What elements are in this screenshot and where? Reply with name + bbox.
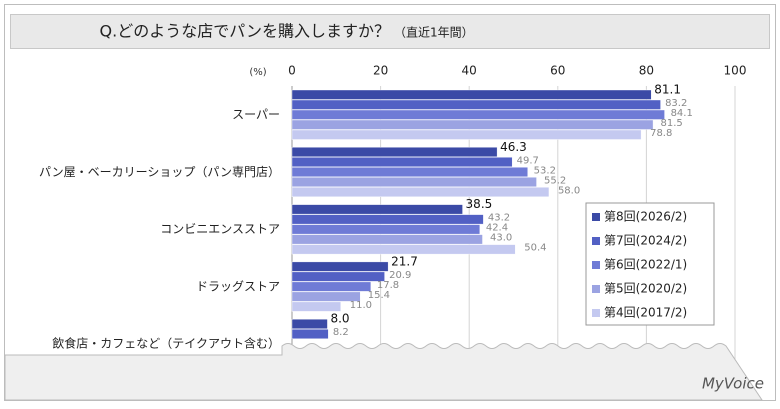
title-banner [10, 14, 770, 49]
bar [291, 301, 341, 312]
value-label: 43.2 [488, 213, 510, 224]
value-label: 84.1 [671, 108, 693, 119]
value-label: 8.2 [333, 327, 349, 338]
bar [291, 224, 481, 235]
bar [291, 291, 361, 302]
bar [291, 187, 550, 198]
bar [291, 214, 484, 225]
plot: 0 20 40 60 80 100 スーパー 81.183.284.181.578.8 パン屋・… [39, 64, 747, 360]
bar [291, 244, 516, 255]
value-label: 81.1 [654, 83, 681, 97]
bar [291, 99, 661, 110]
bar [291, 109, 665, 120]
x-tick-label: 0 [288, 64, 296, 78]
value-label: 81.5 [661, 118, 683, 129]
legend-label: 第6回(2022/1) [604, 258, 687, 272]
value-label: 17.8 [377, 280, 399, 291]
category-label: ドラッグストア [196, 279, 280, 293]
value-label: 53.2 [534, 165, 556, 176]
legend-swatch [592, 237, 600, 245]
category-label: パン屋・ベーカリーショップ（パン専門店） [39, 165, 280, 179]
value-label: 55.2 [544, 175, 566, 186]
value-label: 8.0 [330, 312, 349, 326]
bar [291, 147, 498, 158]
bar [291, 157, 513, 168]
bar [291, 119, 654, 130]
value-label: 15.4 [368, 290, 390, 301]
value-label: 46.3 [500, 140, 527, 154]
x-tick-label: 80 [639, 64, 654, 78]
axis-label: (%) [249, 67, 266, 78]
value-label: 20.9 [389, 270, 411, 281]
bar [291, 234, 483, 245]
bar [291, 271, 385, 282]
legend-label: 第4回(2017/2) [604, 306, 687, 320]
value-label: 43.0 [490, 233, 512, 244]
chart-subtitle: （直近1年間） [394, 26, 474, 40]
bar [291, 167, 528, 178]
bar [291, 129, 642, 140]
bar [291, 89, 652, 100]
value-label: 38.5 [466, 197, 493, 211]
bar [291, 319, 328, 329]
value-label: 21.7 [391, 254, 418, 268]
legend-swatch [592, 309, 600, 317]
bar [291, 329, 329, 339]
legend-label: 第5回(2020/2) [604, 282, 687, 296]
x-tick-label: 40 [462, 64, 477, 78]
bar [291, 204, 463, 215]
legend-label: 第7回(2024/2) [604, 234, 687, 248]
bar [291, 261, 389, 272]
value-label: 58.0 [558, 185, 580, 196]
legend: 第8回(2026/2) 第7回(2024/2) 第6回(2022/1) 第5回(202… [585, 202, 715, 326]
value-label: 49.7 [517, 155, 539, 166]
legend-swatch [592, 261, 600, 269]
legend-swatch [592, 213, 600, 221]
value-label: 83.2 [665, 98, 687, 109]
legend-label: 第8回(2026/2) [604, 210, 687, 224]
x-tick-label: 60 [550, 64, 565, 78]
logo: MyVoice [702, 375, 764, 393]
x-tick-label: 100 [724, 64, 747, 78]
tear-edge [4, 343, 763, 401]
value-label: 78.8 [650, 128, 672, 139]
category-label: コンビニエンスストア [160, 222, 280, 236]
bar [291, 281, 372, 292]
bar [291, 177, 537, 188]
category-label: 飲食店・カフェなど（テイクアウト含む） [52, 336, 280, 351]
category-label: スーパー [232, 108, 280, 122]
x-tick-label: 20 [373, 64, 388, 78]
legend-swatch [592, 285, 600, 293]
value-label: 11.0 [350, 300, 372, 311]
value-label: 50.4 [524, 243, 546, 254]
chart-title: Q.どのような店でパンを購入しますか？ [100, 22, 390, 41]
value-label: 42.4 [486, 223, 508, 234]
legend-box [585, 202, 715, 326]
